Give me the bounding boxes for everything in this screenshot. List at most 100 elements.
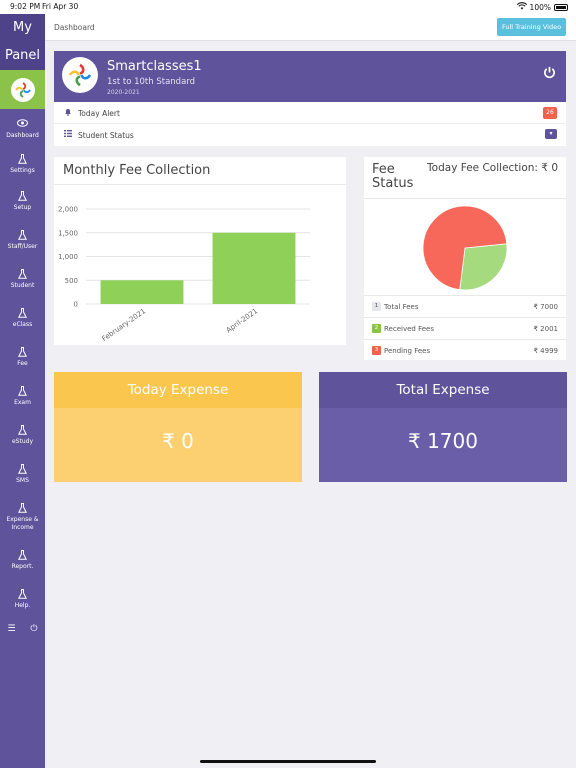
total-expense-card[interactable]: Total Expense ₹ 1700 bbox=[319, 372, 567, 482]
sidebar-item-dashboard[interactable]: Dashboard bbox=[0, 109, 45, 140]
card-divider bbox=[54, 184, 346, 185]
sidebar-item-fee[interactable]: Fee bbox=[0, 329, 45, 368]
status-time: 9:02 PM bbox=[10, 2, 41, 11]
today-expense-card[interactable]: Today Expense ₹ 0 bbox=[54, 372, 302, 482]
today-expense-value: ₹ 0 bbox=[54, 408, 302, 482]
flask-icon bbox=[0, 269, 45, 282]
today-fee-collection-label: Today Fee Collection: bbox=[427, 162, 538, 174]
sidebar-item-label: Dashboard bbox=[6, 132, 39, 139]
fee-row-pending: 3 Pending Fees ₹ 4999 bbox=[364, 339, 566, 361]
school-logo bbox=[62, 57, 98, 93]
bar[interactable] bbox=[100, 280, 184, 304]
today-fee-collection-value: ₹ 0 bbox=[541, 162, 558, 174]
sidebar-item-help[interactable]: Help. bbox=[0, 571, 45, 610]
sidebar-item-settings[interactable]: Settings bbox=[0, 140, 45, 175]
x-tick-label: February-2021 bbox=[101, 307, 148, 343]
panel-title-line2: Panel bbox=[4, 48, 41, 63]
flask-icon bbox=[0, 347, 45, 360]
monthly-fee-card: Monthly Fee Collection 2,000 1,500 1,000 50… bbox=[54, 157, 346, 345]
x-tick-label: April-2021 bbox=[225, 307, 259, 334]
pie-slice[interactable] bbox=[422, 205, 508, 291]
today-alert-row[interactable]: Today Alert 26 bbox=[54, 102, 566, 124]
panel-title-line1: My bbox=[13, 20, 32, 35]
monthly-fee-bar-chart: 2,000 1,500 1,000 500 0 February-2021 April-20… bbox=[58, 206, 310, 343]
flask-icon bbox=[0, 386, 45, 399]
sidebar-item-label: Staff/User bbox=[7, 243, 38, 250]
power-icon[interactable]: ⏻ bbox=[30, 624, 38, 634]
sidebar: My Panel Dashboard Settings Setup Staff/… bbox=[0, 14, 45, 768]
sidebar-item-label: eStudy bbox=[11, 438, 33, 445]
fee-status-card: Fee Status Today Fee Collection: ₹ 0 1 T… bbox=[364, 157, 566, 360]
sidebar-item-student[interactable]: Student bbox=[0, 251, 45, 290]
school-session: 2020-2021 bbox=[107, 89, 140, 96]
bar[interactable] bbox=[212, 232, 296, 304]
alert-panel: Today Alert 26 Student Status ▾ bbox=[54, 102, 566, 146]
flask-icon bbox=[0, 550, 45, 563]
sidebar-item-label: Expense & bbox=[6, 516, 39, 523]
school-logo-icon bbox=[68, 63, 92, 87]
sidebar-item-label: Student bbox=[10, 282, 35, 289]
sidebar-item-eclass[interactable]: eClass bbox=[0, 290, 45, 329]
today-alert-label: Today Alert bbox=[78, 109, 120, 118]
sidebar-item-exam[interactable]: Exam bbox=[0, 368, 45, 407]
fee-status-title: Fee Status bbox=[372, 162, 414, 191]
breadcrumb[interactable]: Dashboard bbox=[54, 23, 95, 32]
y-tick-label: 1,000 bbox=[58, 253, 78, 261]
panel-title: My Panel bbox=[0, 14, 45, 70]
row-number-badge: 2 bbox=[372, 324, 381, 333]
status-bar: 9:02 PM Fri Apr 30 100% bbox=[0, 0, 576, 14]
sidebar-item-label: Settings bbox=[10, 167, 35, 174]
school-name: Smartclasses1 bbox=[107, 59, 202, 74]
fee-row-label: Pending Fees bbox=[384, 347, 431, 355]
pie-slice[interactable] bbox=[459, 243, 508, 291]
sidebar-item-setup[interactable]: Setup bbox=[0, 175, 45, 212]
full-training-video-button[interactable]: Full Training Video bbox=[497, 18, 566, 36]
sidebar-item-estudy[interactable]: eStudy bbox=[0, 407, 45, 446]
y-tick-label: 0 bbox=[74, 301, 78, 309]
fee-row-total: 1 Total Fees ₹ 7000 bbox=[364, 295, 566, 317]
fee-row-received: 2 Received Fees ₹ 2001 bbox=[364, 317, 566, 339]
monthly-fee-title: Monthly Fee Collection bbox=[63, 163, 211, 178]
sidebar-item-label: Report. bbox=[11, 563, 34, 570]
sidebar-item-expense-income[interactable]: Expense & Income bbox=[0, 485, 45, 532]
flask-icon bbox=[0, 308, 45, 321]
status-date: Fri Apr 30 bbox=[42, 2, 79, 11]
row-number-badge: 3 bbox=[372, 346, 381, 355]
fee-row-amount: ₹ 2001 bbox=[533, 325, 559, 333]
sidebar-item-report[interactable]: Report. bbox=[0, 532, 45, 571]
y-tick-label: 500 bbox=[65, 277, 78, 285]
flask-icon bbox=[0, 154, 45, 167]
eye-icon bbox=[0, 119, 45, 132]
sidebar-item-sms[interactable]: SMS bbox=[0, 446, 45, 485]
flask-icon bbox=[0, 191, 45, 204]
status-right: 100% bbox=[516, 2, 568, 12]
school-standard: 1st to 10th Standard bbox=[107, 77, 196, 87]
card-divider bbox=[364, 198, 566, 199]
sidebar-item-label: Setup bbox=[13, 204, 32, 211]
battery-percent: 100% bbox=[529, 2, 551, 12]
total-expense-title: Total Expense bbox=[319, 372, 567, 408]
student-status-label: Student Status bbox=[78, 131, 134, 140]
fee-status-pie-chart bbox=[422, 205, 508, 291]
wifi-icon bbox=[516, 2, 527, 12]
sidebar-bottom-controls: ☰ ⏻ bbox=[0, 610, 45, 634]
chevron-down-icon[interactable]: ▾ bbox=[545, 129, 557, 139]
fee-row-amount: ₹ 4999 bbox=[533, 347, 559, 355]
sidebar-item-staff-user[interactable]: Staff/User bbox=[0, 212, 45, 251]
hamburger-menu-icon[interactable]: ☰ bbox=[7, 624, 16, 634]
school-card: Smartclasses1 1st to 10th Standard 2020-… bbox=[54, 51, 566, 102]
school-logo-icon bbox=[10, 77, 35, 102]
list-icon bbox=[64, 130, 72, 139]
y-tick-label: 1,500 bbox=[58, 229, 78, 237]
student-status-row[interactable]: Student Status ▾ bbox=[54, 124, 566, 146]
sidebar-item-label: SMS bbox=[16, 477, 29, 484]
sidebar-logo[interactable] bbox=[0, 70, 45, 109]
today-fee-collection: Today Fee Collection: ₹ 0 bbox=[427, 162, 558, 174]
fee-row-label: Received Fees bbox=[384, 325, 434, 333]
sidebar-item-label: Fee bbox=[17, 360, 28, 367]
sidebar-item-label-line2: Income bbox=[11, 524, 34, 531]
today-alert-count-badge: 26 bbox=[543, 107, 557, 119]
flask-icon bbox=[0, 589, 45, 602]
logout-power-button[interactable] bbox=[543, 66, 556, 83]
y-tick-label: 2,000 bbox=[58, 206, 78, 214]
